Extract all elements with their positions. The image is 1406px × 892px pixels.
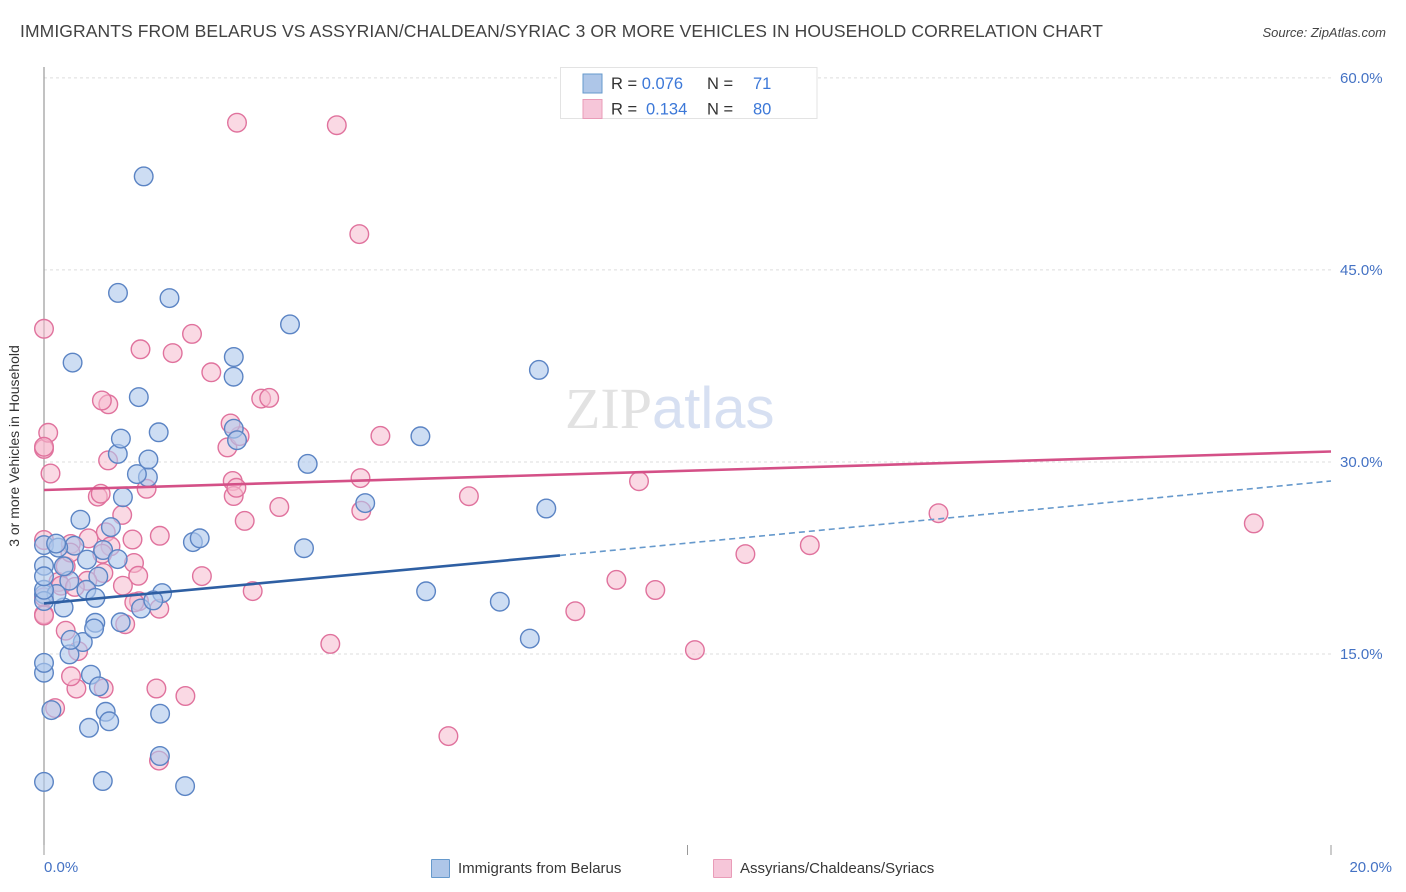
svg-text:60.0%: 60.0% <box>1340 70 1383 87</box>
svg-text:ZIPatlas: ZIPatlas <box>565 376 775 441</box>
svg-text:15.0%: 15.0% <box>1340 646 1383 663</box>
svg-text:0.134: 0.134 <box>646 101 687 119</box>
svg-text:R = 0.076: R = 0.076 <box>611 75 683 93</box>
svg-text:71: 71 <box>753 75 771 93</box>
svg-text:N =: N = <box>707 101 733 119</box>
svg-text:N =: N = <box>707 75 733 93</box>
svg-text:R =: R = <box>611 101 637 119</box>
svg-text:45.0%: 45.0% <box>1340 262 1383 279</box>
svg-text:30.0%: 30.0% <box>1340 454 1383 471</box>
svg-text:80: 80 <box>753 101 771 119</box>
